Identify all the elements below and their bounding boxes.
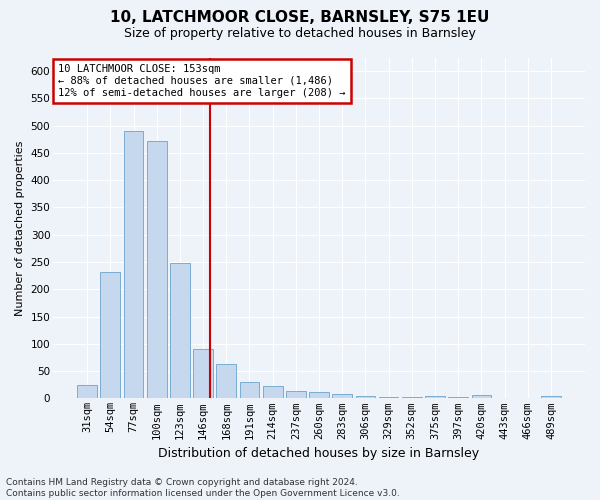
Bar <box>472 394 491 398</box>
Text: 10, LATCHMOOR CLOSE, BARNSLEY, S75 1EU: 10, LATCHMOOR CLOSE, BARNSLEY, S75 1EU <box>110 10 490 25</box>
Bar <box>100 272 120 398</box>
Bar <box>239 382 259 398</box>
X-axis label: Distribution of detached houses by size in Barnsley: Distribution of detached houses by size … <box>158 447 479 460</box>
Bar <box>448 397 468 398</box>
Text: Contains HM Land Registry data © Crown copyright and database right 2024.
Contai: Contains HM Land Registry data © Crown c… <box>6 478 400 498</box>
Y-axis label: Number of detached properties: Number of detached properties <box>15 140 25 316</box>
Bar <box>332 394 352 398</box>
Bar <box>286 392 306 398</box>
Bar <box>309 392 329 398</box>
Bar <box>402 397 422 398</box>
Text: 10 LATCHMOOR CLOSE: 153sqm
← 88% of detached houses are smaller (1,486)
12% of s: 10 LATCHMOOR CLOSE: 153sqm ← 88% of deta… <box>58 64 346 98</box>
Bar <box>147 141 167 399</box>
Bar <box>379 397 398 398</box>
Bar <box>541 396 561 398</box>
Bar <box>170 263 190 398</box>
Bar <box>425 396 445 398</box>
Bar <box>356 396 375 398</box>
Bar <box>77 385 97 398</box>
Bar <box>217 364 236 398</box>
Bar <box>263 386 283 398</box>
Bar <box>193 350 213 399</box>
Bar <box>124 131 143 398</box>
Text: Size of property relative to detached houses in Barnsley: Size of property relative to detached ho… <box>124 28 476 40</box>
